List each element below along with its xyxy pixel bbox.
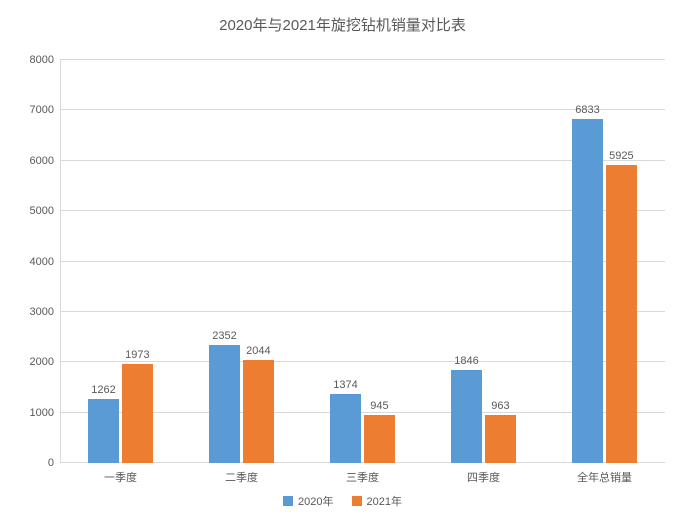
x-tick-label: 四季度: [467, 469, 500, 485]
bar: 2352: [209, 345, 240, 463]
x-tick-label: 一季度: [104, 469, 137, 485]
bar-value-label: 5925: [609, 150, 633, 162]
bar: 5925: [606, 165, 637, 463]
y-tick-label: 6000: [30, 155, 54, 167]
legend-label-2020: 2020年: [298, 493, 333, 509]
legend-swatch-2021: [352, 496, 362, 506]
y-tick-label: 5000: [30, 205, 54, 217]
chart-title: 2020年与2021年旋挖钻机销量对比表: [0, 14, 685, 35]
y-tick-label: 3000: [30, 306, 54, 318]
legend-swatch-2020: [283, 496, 293, 506]
sales-comparison-chart: 2020年与2021年旋挖钻机销量对比表 0100020003000400050…: [0, 0, 685, 523]
bar: 963: [485, 415, 516, 464]
bar: 1262: [88, 399, 119, 463]
legend-item-2020: 2020年: [283, 493, 333, 509]
legend-label-2021: 2021年: [367, 493, 402, 509]
y-tick-label: 2000: [30, 356, 54, 368]
bar: 1973: [122, 364, 153, 463]
x-tick-label: 全年总销量: [577, 469, 632, 485]
y-axis-line: [60, 60, 61, 463]
bar-value-label: 1846: [454, 355, 478, 367]
bar-value-label: 2044: [246, 345, 270, 357]
y-tick-label: 8000: [30, 54, 54, 66]
legend-item-2021: 2021年: [352, 493, 402, 509]
x-tick-label: 二季度: [225, 469, 258, 485]
y-tick-label: 4000: [30, 256, 54, 268]
bar: 945: [364, 415, 395, 463]
gridline: [60, 59, 665, 60]
y-tick-label: 0: [48, 457, 54, 469]
bar: 1374: [330, 394, 361, 463]
y-tick-label: 7000: [30, 104, 54, 116]
bar-value-label: 1262: [91, 384, 115, 396]
x-tick-label: 三季度: [346, 469, 379, 485]
legend: 2020年 2021年: [0, 493, 685, 509]
bar-value-label: 2352: [212, 330, 236, 342]
bar-value-label: 6833: [575, 104, 599, 116]
bar: 1846: [451, 370, 482, 463]
bar: 2044: [243, 360, 274, 463]
bar-value-label: 945: [370, 400, 388, 412]
bar: 6833: [572, 119, 603, 463]
bar-value-label: 1374: [333, 379, 357, 391]
plot-area: 010002000300040005000600070008000一季度1262…: [60, 60, 665, 463]
bar-value-label: 1973: [125, 349, 149, 361]
y-tick-label: 1000: [30, 407, 54, 419]
bar-value-label: 963: [491, 400, 509, 412]
gridline: [60, 109, 665, 110]
